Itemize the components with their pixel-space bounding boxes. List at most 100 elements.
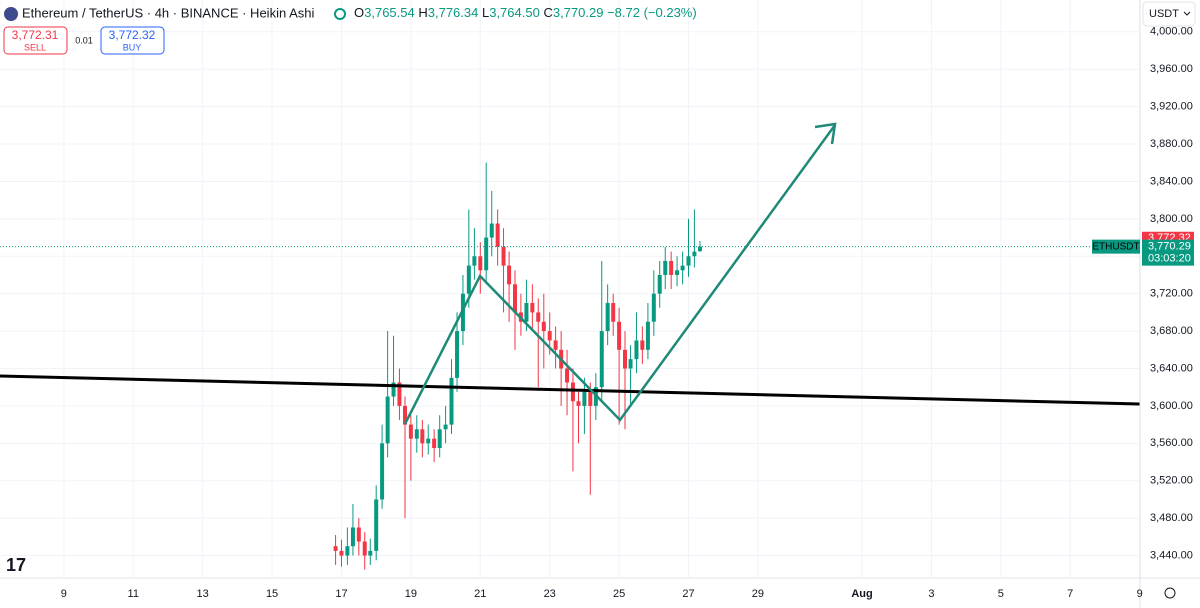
x-tick-label: 7 [1067, 588, 1073, 600]
x-tick-label: 17 [335, 588, 347, 600]
x-tick-label: 15 [266, 588, 278, 600]
change: −8.72 (−0.23%) [607, 5, 697, 20]
candle-body [588, 391, 593, 406]
trend-line [0, 374, 1141, 406]
symbol-title: Ethereum / TetherUS · 4h · BINANCE · Hei… [22, 5, 314, 20]
candle-body [397, 382, 402, 406]
settings-icon[interactable] [1164, 587, 1176, 599]
candle-body [368, 550, 373, 556]
dropdown-icon [1183, 11, 1191, 16]
y-tick-label: 3,880.00 [1150, 138, 1193, 150]
candle-body [582, 391, 587, 406]
candle-body [362, 541, 367, 556]
currency-button[interactable] [1142, 1, 1196, 27]
x-tick-label: 19 [405, 588, 417, 600]
x-tick-label: 27 [682, 588, 694, 600]
candle-body [524, 303, 529, 322]
candle-body [478, 256, 483, 271]
x-tick-label: 9 [61, 588, 67, 600]
candle-body [576, 401, 581, 406]
candle-body [472, 256, 477, 266]
candle-body [437, 429, 442, 448]
x-tick-label: 21 [474, 588, 486, 600]
spread: 0.01 [75, 35, 93, 45]
x-tick-label: Aug [851, 588, 872, 600]
h-label: H [418, 5, 427, 20]
o-label: O [354, 5, 364, 20]
y-tick-label: 3,480.00 [1150, 512, 1193, 524]
logo: 17 [6, 555, 26, 575]
candle-body [408, 424, 413, 439]
sell-button[interactable] [3, 26, 68, 55]
sell-price: 3,772.31 [12, 28, 59, 42]
candle-body [605, 303, 610, 332]
candle-body [414, 429, 419, 439]
symbol-tag [1092, 239, 1140, 254]
candle-body [536, 312, 541, 322]
last-price-label: 3,770.29 [1148, 241, 1191, 253]
buy-price: 3,772.32 [109, 28, 156, 42]
candle-body [692, 251, 697, 257]
y-tick-label: 3,680.00 [1150, 325, 1193, 337]
candle-body [617, 321, 622, 350]
y-tick-label: 3,640.00 [1150, 362, 1193, 374]
candle-body [570, 382, 575, 402]
candle-body [611, 303, 616, 322]
y-tick-label: 3,720.00 [1150, 288, 1193, 300]
candle-body [623, 349, 628, 369]
arrow-head [814, 122, 837, 145]
candle-body [645, 321, 650, 350]
symbol-icon [4, 7, 18, 21]
candle-body [599, 331, 604, 388]
candle-body [339, 550, 344, 556]
candle-body [530, 303, 535, 313]
candle-body [391, 382, 396, 397]
candle-body [449, 377, 454, 425]
candle-body [640, 340, 645, 350]
candle-body [675, 270, 680, 275]
candle-body [680, 265, 685, 271]
ohlc-legend: O3,765.54 H3,776.34 L3,764.50 C3,770.29 … [354, 5, 697, 20]
symbol-label: ETHUSDT [1092, 241, 1139, 252]
candle-body [420, 429, 425, 444]
candle-body [697, 246, 702, 252]
candle-body [669, 260, 674, 275]
countdown: 03:03:20 [1148, 253, 1191, 265]
pattern-path [403, 124, 837, 425]
c-label: C [543, 5, 552, 20]
status-dot [334, 8, 346, 20]
candle-body [686, 256, 691, 266]
candle-body [466, 265, 471, 294]
candle-body [651, 293, 656, 322]
candle-body [547, 331, 552, 341]
x-tick-label: 3 [928, 588, 934, 600]
l-value: 3,764.50 [489, 5, 540, 20]
h-value: 3,776.34 [428, 5, 479, 20]
sell-label: SELL [24, 42, 46, 52]
candle-body [374, 499, 379, 551]
o-value: 3,765.54 [364, 5, 415, 20]
candle-body [455, 331, 460, 378]
candle-body [507, 265, 512, 285]
candle-body [489, 223, 494, 238]
y-tick-label: 3,600.00 [1150, 400, 1193, 412]
buy-button[interactable] [100, 26, 165, 55]
candle-body [443, 424, 448, 430]
candle-body [495, 223, 500, 247]
x-tick-label: 25 [613, 588, 625, 600]
y-tick-label: 3,920.00 [1150, 101, 1193, 113]
x-tick-label: 11 [128, 588, 139, 600]
y-tick-label: 3,440.00 [1150, 549, 1193, 561]
candle-body [484, 237, 489, 271]
candle-body [512, 284, 517, 313]
candle-body [402, 405, 407, 425]
y-tick-label: 3,520.00 [1150, 475, 1193, 487]
currency: USDT [1149, 8, 1179, 20]
candle-body [565, 368, 570, 383]
candle-body [333, 546, 338, 551]
candle-body [657, 274, 662, 294]
candle-body [426, 438, 431, 444]
last-price-tag [1142, 239, 1194, 266]
c-value: 3,770.29 [553, 5, 604, 20]
